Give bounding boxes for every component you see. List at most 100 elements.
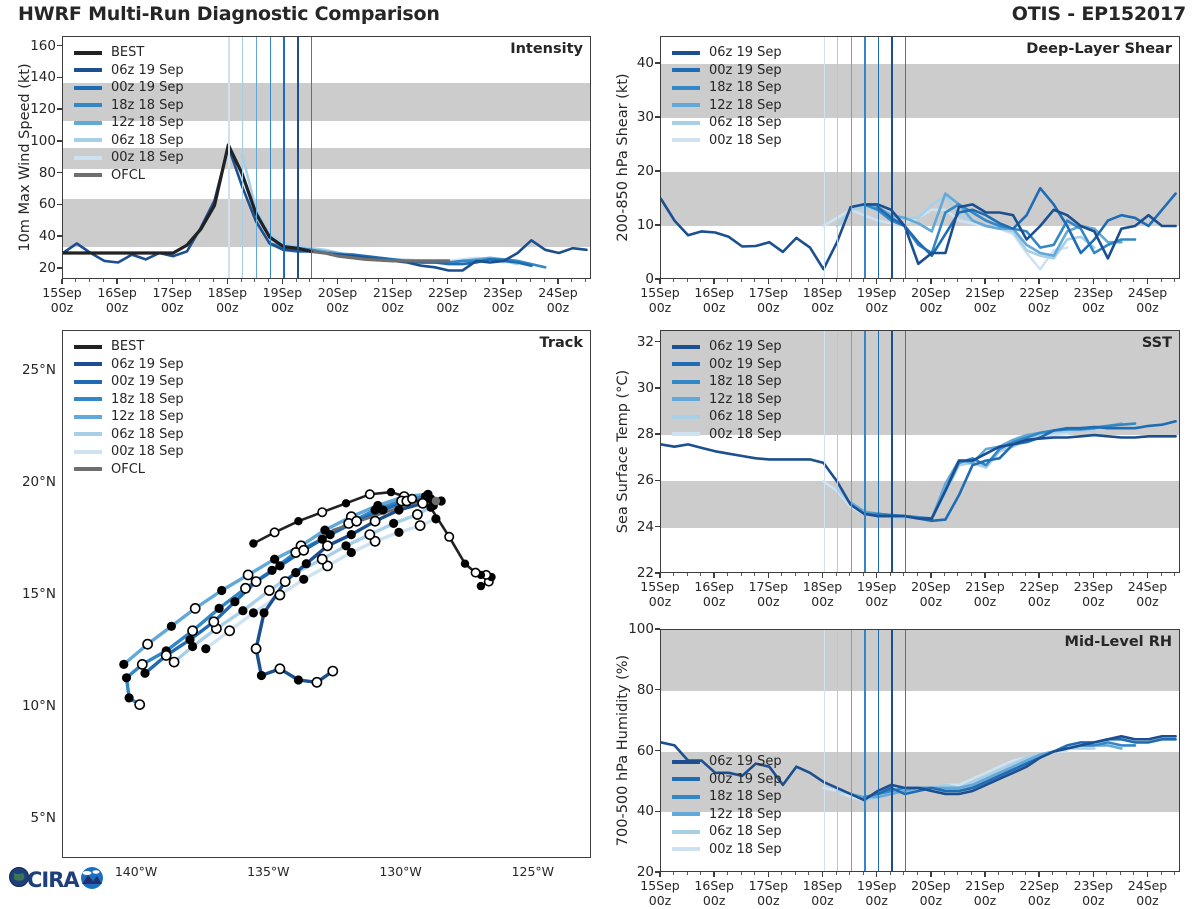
legend-label: 06z 19 Sep xyxy=(111,62,184,78)
legend-swatch xyxy=(74,85,102,90)
y-tick-mark xyxy=(655,170,660,172)
legend-item: 18z 18 Sep xyxy=(672,788,782,806)
init-time-line xyxy=(864,331,866,572)
y-tick-mark xyxy=(655,479,660,482)
x-minor-tick xyxy=(419,279,421,282)
x-tick-hour: 00z xyxy=(702,299,726,315)
legend-label: 06z 18 Sep xyxy=(709,115,782,131)
track-marker xyxy=(140,668,150,678)
legend-swatch xyxy=(672,50,700,55)
legend-sst: 06z 19 Sep 00z 19 Sep 18z 18 Sep 12z 18 Sep… xyxy=(672,338,782,443)
x-minor-tick xyxy=(930,872,932,875)
legend-item: 00z 19 Sep xyxy=(672,356,782,374)
x-minor-tick xyxy=(405,279,407,282)
x-tick-hour: 00z xyxy=(919,299,943,315)
x-minor-tick xyxy=(1065,279,1067,282)
track-marker xyxy=(166,621,176,631)
x-minor-tick xyxy=(984,573,986,576)
legend-item: 00z 18 Sep xyxy=(672,132,782,150)
x-minor-tick xyxy=(835,872,837,875)
y-tick-mark xyxy=(655,116,660,118)
track-marker xyxy=(187,625,199,637)
plot-area-track: Track xyxy=(62,330,591,858)
legend-swatch xyxy=(74,432,102,437)
y-tick-label: 20 xyxy=(636,163,654,179)
legend-item: 12z 18 Sep xyxy=(672,806,782,824)
lat-tick-label: 20°N xyxy=(21,474,56,491)
track-marker xyxy=(189,602,201,614)
init-time-line xyxy=(877,37,880,278)
y-tick-label: 60 xyxy=(38,196,56,213)
init-time-line xyxy=(837,331,839,572)
x-minor-tick xyxy=(102,279,104,282)
track-marker xyxy=(208,616,220,628)
legend-item: 06z 19 Sep xyxy=(74,356,184,374)
x-minor-tick xyxy=(767,573,769,576)
legend-label: OFCL xyxy=(111,461,146,477)
track-marker xyxy=(256,670,266,681)
shaded-band xyxy=(661,64,1179,118)
legend-item: 00z 19 Sep xyxy=(74,79,184,97)
x-tick-label: 23Sep 00z xyxy=(469,285,537,316)
y-tick-mark xyxy=(655,62,660,64)
x-minor-tick xyxy=(474,279,476,282)
lon-tick-label: 135°W xyxy=(247,864,290,879)
x-minor-tick xyxy=(862,872,864,875)
track-marker xyxy=(250,643,262,655)
panel-title-sst: SST xyxy=(1141,335,1172,351)
init-time-line xyxy=(877,331,880,572)
x-minor-tick xyxy=(794,573,796,576)
x-minor-tick xyxy=(835,279,837,282)
y-tick-mark xyxy=(57,44,62,47)
legend-item: 18z 18 Sep xyxy=(74,391,184,409)
x-minor-tick xyxy=(1038,872,1040,875)
x-tick-label: 16Sep 00z xyxy=(83,285,151,316)
legend-item: 06z 19 Sep xyxy=(672,753,782,771)
legend-swatch xyxy=(74,397,102,402)
x-tick-label: 17Sep 00z xyxy=(734,285,802,316)
x-minor-tick xyxy=(862,573,864,576)
x-minor-tick xyxy=(447,279,449,282)
legend-swatch xyxy=(74,155,102,160)
x-minor-tick xyxy=(849,279,851,282)
legend-swatch xyxy=(74,379,102,384)
y-tick-mark xyxy=(655,526,660,528)
track-marker xyxy=(327,665,339,677)
track-marker xyxy=(293,675,303,685)
x-tick-date: 19Sep xyxy=(856,285,897,300)
legend-label: 06z 19 Sep xyxy=(709,45,782,61)
x-tick-label: 22Sep 00z xyxy=(414,285,482,316)
track-marker xyxy=(214,603,224,613)
x-minor-tick xyxy=(529,279,531,282)
track-marker xyxy=(407,493,418,504)
x-minor-tick xyxy=(364,279,366,282)
series-line xyxy=(835,429,1096,520)
track-marker xyxy=(124,693,134,703)
x-tick-date: 22Sep xyxy=(1019,878,1059,893)
x-minor-tick xyxy=(1106,279,1108,282)
y-tick-label: 0 xyxy=(645,271,654,287)
x-tick-label: 23Sep 00z xyxy=(1059,285,1127,316)
init-time-line xyxy=(904,331,907,572)
legend-label: 18z 18 Sep xyxy=(709,789,782,805)
cira-logo: CIRA xyxy=(8,860,104,896)
track-marker xyxy=(370,505,380,515)
x-minor-tick xyxy=(998,573,1000,576)
y-tick-label: 20 xyxy=(636,864,654,880)
legend-item: 12z 18 Sep xyxy=(672,391,782,409)
x-minor-tick xyxy=(323,279,325,282)
series-line xyxy=(309,249,451,263)
legend-item: 00z 18 Sep xyxy=(74,149,184,167)
x-minor-tick xyxy=(1106,573,1108,576)
track-marker xyxy=(142,638,153,650)
x-tick-date: 15Sep xyxy=(640,285,680,300)
track-marker xyxy=(291,568,301,578)
legend-label: 06z 19 Sep xyxy=(111,356,184,372)
x-minor-tick xyxy=(516,279,518,282)
x-minor-tick xyxy=(1025,573,1027,576)
track-marker xyxy=(325,530,335,540)
legend-label: 00z 19 Sep xyxy=(709,62,782,78)
track-marker xyxy=(311,676,323,688)
x-minor-tick xyxy=(659,279,661,282)
init-time-line xyxy=(850,331,852,572)
